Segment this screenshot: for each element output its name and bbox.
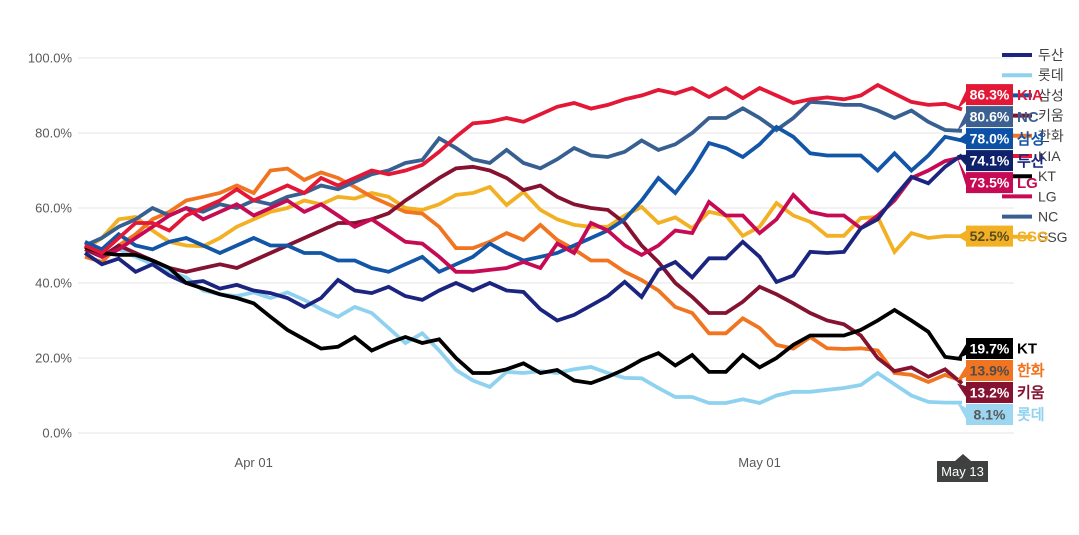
callout-box bbox=[966, 128, 1013, 150]
legend-label: 삼성 bbox=[1038, 87, 1064, 103]
callout-arrow-icon bbox=[957, 157, 967, 189]
legend-label: KT bbox=[1038, 168, 1056, 184]
callout-arrow-icon bbox=[957, 383, 967, 399]
callout-box bbox=[966, 150, 1013, 172]
callout-team-name: 삼성 bbox=[1017, 130, 1045, 148]
callout-arrow-icon bbox=[957, 88, 967, 110]
y-axis-tick-label: 80.0% bbox=[35, 126, 72, 141]
callout-value: 78.0% bbox=[970, 130, 1010, 146]
series-line-삼성[interactable] bbox=[84, 124, 963, 275]
value-callout-KT: 19.7% KT bbox=[957, 338, 1037, 360]
legend-label: KIA bbox=[1038, 148, 1061, 164]
value-callout-키움: 13.2% 키움 bbox=[957, 382, 1045, 403]
callout-team-name: KIA bbox=[1017, 87, 1043, 104]
value-callout-SSG: 52.5% SSG bbox=[957, 225, 1049, 247]
callout-value: 13.2% bbox=[970, 384, 1010, 400]
legend-label: 키움 bbox=[1038, 108, 1064, 124]
y-axis-labels: 0.0% 20.0% 40.0% 60.0% 80.0% 100.0% bbox=[28, 51, 73, 441]
value-callout-롯데: 8.1% 롯데 bbox=[957, 402, 1045, 425]
series-line-KIA[interactable] bbox=[84, 82, 963, 256]
callout-value: 73.5% bbox=[970, 174, 1010, 190]
series-line-두산[interactable] bbox=[83, 153, 964, 323]
legend-label: 롯데 bbox=[1038, 67, 1064, 83]
callout-team-name: LG bbox=[1017, 175, 1038, 192]
legend-label: SSG bbox=[1038, 229, 1068, 245]
value-callout-NC: 80.6% NC bbox=[957, 106, 1039, 131]
value-callout-두산: 74.1% 두산 bbox=[957, 150, 1045, 172]
value-callout-한화: 13.9% 한화 bbox=[957, 360, 1045, 381]
callout-arrow-icon bbox=[957, 154, 967, 167]
callout-team-name: 키움 bbox=[1017, 385, 1045, 402]
legend-label: NC bbox=[1038, 209, 1058, 225]
value-callout-LG: 73.5% LG bbox=[957, 157, 1038, 194]
legend-item-두산[interactable]: 두산 bbox=[1002, 47, 1064, 63]
legend-item-NC[interactable]: NC bbox=[1002, 209, 1058, 225]
callout-value: 86.3% bbox=[970, 86, 1010, 102]
callout-box bbox=[966, 404, 1013, 425]
callout-team-name: 롯데 bbox=[1017, 407, 1045, 424]
x-axis-labels: Apr 01 May 01 bbox=[235, 455, 781, 470]
legend-item-LG[interactable]: LG bbox=[1002, 188, 1057, 204]
x-axis-tick-label: May 01 bbox=[738, 455, 781, 470]
callout-team-name: 두산 bbox=[1017, 153, 1045, 170]
callout-value: 74.1% bbox=[970, 152, 1010, 168]
callout-value: 13.9% bbox=[970, 362, 1010, 378]
callout-team-name: SSG bbox=[1017, 228, 1049, 245]
callout-value: 52.5% bbox=[970, 228, 1010, 244]
callout-arrow-icon bbox=[957, 364, 967, 381]
legend-item-롯데[interactable]: 롯데 bbox=[1002, 67, 1064, 83]
series-line-LG[interactable] bbox=[83, 155, 963, 274]
callout-team-name: KT bbox=[1017, 341, 1037, 358]
y-axis-tick-label: 0.0% bbox=[42, 426, 72, 441]
callout-box bbox=[966, 338, 1013, 359]
callout-arrow-icon bbox=[957, 110, 967, 131]
callout-team-name: 한화 bbox=[1017, 363, 1045, 380]
legend-label: 두산 bbox=[1038, 47, 1064, 63]
date-cursor-tooltip: May 13 bbox=[937, 454, 988, 482]
series-line-KT[interactable] bbox=[84, 245, 963, 386]
callout-box bbox=[966, 84, 1013, 106]
y-axis-tick-label: 40.0% bbox=[35, 276, 72, 291]
callout-box bbox=[966, 382, 1013, 403]
callout-team-name: NC bbox=[1017, 109, 1039, 126]
y-axis-tick-label: 100.0% bbox=[28, 51, 73, 66]
callout-value: 19.7% bbox=[970, 340, 1010, 356]
callout-arrow-icon bbox=[957, 132, 967, 145]
series-line-한화[interactable] bbox=[84, 166, 963, 385]
x-axis-tick-label: Apr 01 bbox=[235, 455, 273, 470]
value-callouts: 86.3% KIA 80.6% NC 78.0% 삼성 74.1% 두산 73.5% LG 52.5… bbox=[957, 84, 1049, 425]
legend-label: 한화 bbox=[1038, 128, 1064, 144]
callout-box bbox=[966, 172, 1013, 194]
y-axis-tick-label: 20.0% bbox=[35, 351, 72, 366]
callout-value: 8.1% bbox=[974, 406, 1006, 422]
callout-box bbox=[966, 106, 1013, 128]
value-callout-삼성: 78.0% 삼성 bbox=[957, 128, 1045, 150]
y-axis-tick-label: 60.0% bbox=[35, 201, 72, 216]
legend-label: LG bbox=[1038, 188, 1057, 204]
series-line-SSG[interactable] bbox=[83, 184, 962, 256]
value-callout-KIA: 86.3% KIA bbox=[957, 84, 1043, 110]
callout-arrow-icon bbox=[957, 230, 967, 243]
series-lines bbox=[83, 82, 964, 405]
series-line-키움[interactable] bbox=[84, 164, 964, 385]
callout-arrow-icon bbox=[957, 342, 967, 360]
callout-box bbox=[966, 360, 1013, 381]
callout-arrow-icon bbox=[957, 402, 967, 421]
callout-value: 80.6% bbox=[970, 108, 1010, 124]
callout-box bbox=[966, 225, 1013, 247]
